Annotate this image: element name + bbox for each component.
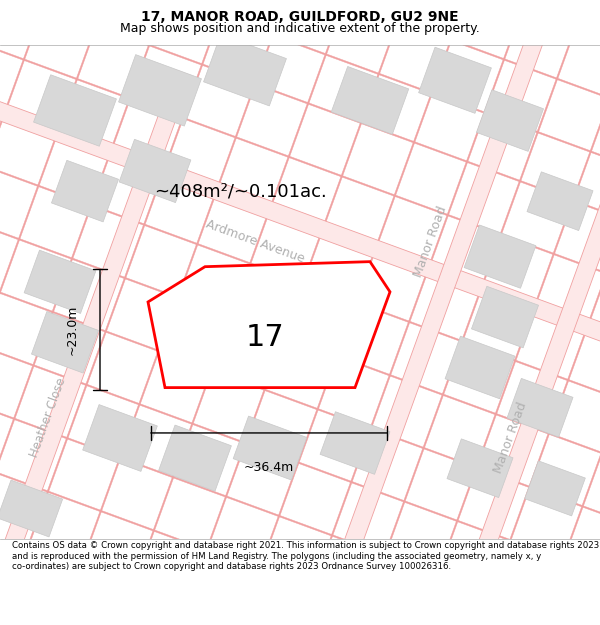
Bar xyxy=(171,0,429,625)
Bar xyxy=(0,58,600,385)
Bar xyxy=(119,54,202,126)
Bar xyxy=(0,5,600,317)
Bar xyxy=(0,308,600,619)
Bar xyxy=(0,0,69,625)
Text: Map shows position and indicative extent of the property.: Map shows position and indicative extent… xyxy=(120,22,480,35)
Bar xyxy=(419,48,491,113)
Bar xyxy=(31,311,98,373)
Text: Ardmore Avenue: Ardmore Avenue xyxy=(204,217,306,266)
Bar xyxy=(472,286,539,348)
Bar xyxy=(0,186,600,498)
Bar xyxy=(524,461,586,516)
Bar xyxy=(0,70,192,625)
Bar xyxy=(331,66,409,134)
Bar xyxy=(111,0,369,625)
Text: Manor Road: Manor Road xyxy=(411,204,449,279)
Text: Manor Road: Manor Road xyxy=(491,401,529,476)
Bar xyxy=(320,412,390,474)
Bar xyxy=(507,378,573,437)
Text: Contains OS data © Crown copyright and database right 2021. This information is : Contains OS data © Crown copyright and d… xyxy=(12,541,599,571)
Bar xyxy=(34,75,116,146)
Bar xyxy=(0,0,129,625)
Text: ~23.0m: ~23.0m xyxy=(65,304,79,355)
Bar xyxy=(464,225,536,288)
Bar xyxy=(0,0,249,625)
Bar xyxy=(0,0,189,625)
Bar xyxy=(527,172,593,231)
Bar xyxy=(0,0,600,201)
Bar xyxy=(476,90,544,151)
Text: 17: 17 xyxy=(245,322,284,352)
Bar xyxy=(531,0,600,625)
Bar xyxy=(411,0,600,625)
Bar xyxy=(0,428,600,625)
Bar xyxy=(0,0,600,256)
Bar xyxy=(158,425,232,491)
Bar xyxy=(0,0,600,141)
Bar xyxy=(52,161,119,222)
Bar xyxy=(0,66,600,377)
Text: ~408m²/~0.101ac.: ~408m²/~0.101ac. xyxy=(154,182,326,200)
Bar xyxy=(51,0,309,625)
Polygon shape xyxy=(148,262,390,388)
Bar xyxy=(231,0,489,625)
Bar xyxy=(119,139,191,202)
Text: ~36.4m: ~36.4m xyxy=(244,461,294,474)
Bar xyxy=(0,368,600,625)
Bar xyxy=(83,404,157,471)
Bar xyxy=(203,34,286,106)
Text: 17, MANOR ROAD, GUILDFORD, GU2 9NE: 17, MANOR ROAD, GUILDFORD, GU2 9NE xyxy=(141,10,459,24)
Bar xyxy=(471,0,600,625)
Bar xyxy=(24,250,96,314)
Bar xyxy=(447,439,513,498)
Bar xyxy=(0,126,600,437)
Bar xyxy=(0,480,62,537)
Bar xyxy=(351,0,600,625)
Bar xyxy=(233,416,307,480)
Bar xyxy=(323,0,597,605)
Bar xyxy=(403,39,600,625)
Bar xyxy=(291,0,549,625)
Bar xyxy=(0,247,600,559)
Bar xyxy=(445,336,515,399)
Text: Heather Close: Heather Close xyxy=(28,376,68,459)
